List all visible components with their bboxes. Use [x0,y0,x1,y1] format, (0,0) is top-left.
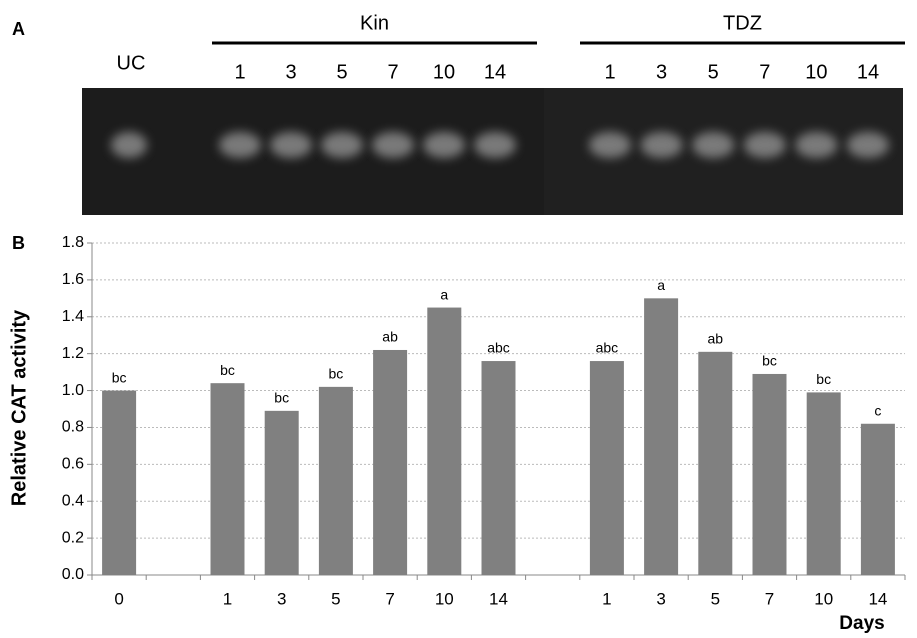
x-tick-label: 14 [868,589,887,608]
gel-band [692,132,734,158]
gel-band [589,132,631,158]
bar [211,383,245,575]
gel-band [641,132,683,158]
significance-label: a [440,286,448,302]
significance-label: bc [274,390,289,406]
x-tick-label: 5 [331,589,340,608]
gel-band [474,132,516,158]
x-tick-label: 1 [602,589,611,608]
gel-band [847,132,889,158]
bar [753,374,787,575]
gel-band [321,132,363,158]
x-tick-label: 10 [814,589,833,608]
figure: A B Relative CAT activity Days UC Kin 1 3 5 7… [0,0,917,638]
bar [102,391,136,575]
y-tick-label: 0.4 [62,492,84,509]
y-tick-label: 0.8 [62,419,84,436]
y-tick-label: 1.4 [62,308,84,325]
group-label: Kin [360,12,389,34]
lane-label: 3 [656,61,667,83]
y-axis-label: Relative CAT activity [8,309,30,506]
bar [644,298,678,575]
bar [373,350,407,575]
lane-label: 14 [484,61,506,83]
bar [482,361,516,575]
significance-label: abc [596,340,619,356]
significance-label: bc [112,369,127,385]
gel-band [423,132,465,158]
y-tick-label: 0.6 [62,456,84,473]
significance-label: ab [382,329,398,345]
group-label: TDZ [723,12,762,34]
panel-label: A [12,19,25,39]
bar [427,308,461,575]
gel-band [270,132,312,158]
bar [319,387,353,575]
bar [861,424,895,575]
significance-label: abc [487,340,510,356]
y-tick-label: 0.2 [62,529,84,546]
significance-label: a [657,277,665,293]
significance-label: ab [708,331,724,347]
gel-band [372,132,414,158]
gel-band [795,132,837,158]
gel-left [82,88,544,215]
significance-label: bc [329,366,344,382]
y-tick-label: 1.0 [62,382,84,399]
lane-label: 7 [759,61,770,83]
x-tick-label: 5 [711,589,720,608]
significance-label: bc [762,353,777,369]
x-tick-label: 3 [277,589,286,608]
y-tick-label: 1.8 [62,234,84,251]
gel-band [219,132,261,158]
gel-band [111,132,147,158]
x-tick-label: 10 [435,589,454,608]
x-tick-label: 0 [114,589,123,608]
x-tick-label: 1 [223,589,232,608]
lane-label: UC [117,52,146,74]
x-axis-label: Days [839,613,884,634]
lane-label: 3 [285,61,296,83]
significance-label: c [874,402,881,418]
panel-label: B [12,233,25,253]
lane-label: 7 [387,61,398,83]
x-tick-label: 14 [489,589,508,608]
y-tick-label: 1.6 [62,271,84,288]
x-tick-label: 7 [765,589,774,608]
bar [590,361,624,575]
lane-label: 5 [336,61,347,83]
bar [265,411,299,575]
lane-label: 10 [433,61,455,83]
y-tick-label: 1.2 [62,345,84,362]
lane-label: 1 [604,61,615,83]
lane-label: 10 [805,61,827,83]
x-tick-label: 7 [385,589,394,608]
y-tick-label: 0.0 [62,566,84,583]
gel-layer [111,132,889,158]
gel-band [744,132,786,158]
lane-label: 5 [708,61,719,83]
bar [807,392,841,575]
lane-label: 14 [857,61,879,83]
x-tick-label: 3 [656,589,665,608]
lane-label: 1 [234,61,245,83]
bar [698,352,732,575]
significance-label: bc [220,362,235,378]
significance-label: bc [816,371,831,387]
